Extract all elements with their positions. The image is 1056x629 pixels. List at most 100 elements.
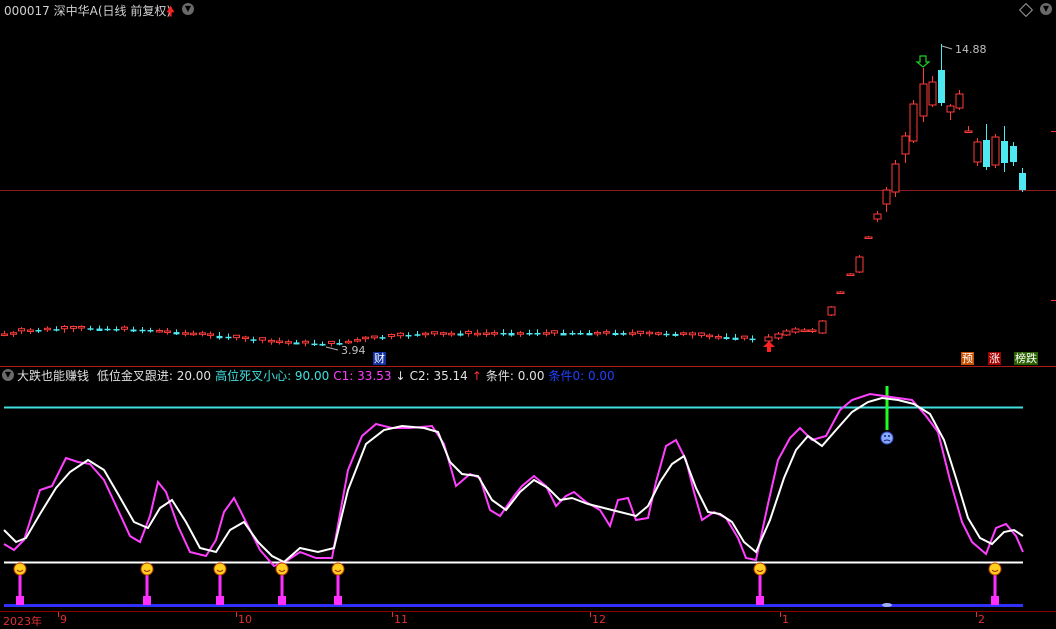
candle xyxy=(474,329,481,337)
candle xyxy=(534,329,541,337)
low-price-label: 3.94 xyxy=(341,344,366,357)
candle xyxy=(27,327,34,334)
smiley-signal-icon xyxy=(13,562,27,605)
candlestick-series xyxy=(1,44,1026,347)
candle xyxy=(723,333,730,340)
candle xyxy=(190,330,197,336)
date-tick xyxy=(780,612,781,617)
date-tick xyxy=(236,612,237,617)
smiley-signal-icon xyxy=(331,562,345,605)
candle xyxy=(586,329,593,336)
candle xyxy=(345,339,352,344)
candle xyxy=(302,339,309,347)
candle xyxy=(782,329,791,336)
finance-badge[interactable]: 财 xyxy=(373,352,386,365)
candle xyxy=(233,334,240,341)
candle xyxy=(791,327,800,334)
indicator-item-0: 低位金叉跟进: 20.00 xyxy=(96,369,212,383)
candle xyxy=(259,337,266,344)
candle xyxy=(225,333,232,340)
low-marker-line xyxy=(325,346,339,351)
candle xyxy=(44,326,51,332)
candle xyxy=(991,134,1000,168)
candle xyxy=(164,328,171,335)
candle xyxy=(276,337,283,345)
candle xyxy=(431,331,438,337)
candle xyxy=(414,330,421,337)
candle xyxy=(87,325,94,331)
indicator-header: ▼ 大跌也能赚钱 低位金叉跟进: 20.00 高位死叉小心: 90.00 C1: 3… xyxy=(0,366,1056,383)
candle xyxy=(388,333,395,340)
candle xyxy=(250,336,257,344)
indicator-item-4: C2: 35.14 xyxy=(409,369,468,383)
candle xyxy=(864,236,873,239)
date-axis: 2023年 9 10 11 12 1 2 xyxy=(0,611,1056,628)
candle xyxy=(774,332,783,340)
candle xyxy=(543,329,550,337)
candle xyxy=(891,160,900,197)
candle xyxy=(603,329,610,336)
candle xyxy=(491,330,498,337)
indicator-chevron-icon[interactable]: ▼ xyxy=(2,369,14,381)
candle xyxy=(311,339,318,347)
date-tick xyxy=(392,612,393,617)
candle xyxy=(130,326,137,332)
candle xyxy=(35,327,42,334)
year-label: 2023年 xyxy=(3,615,42,628)
candle xyxy=(61,324,68,333)
candle xyxy=(741,335,748,341)
candle xyxy=(216,332,223,340)
smiley-signal-icon xyxy=(140,562,154,605)
candle xyxy=(663,330,670,337)
date-label-1: 1 xyxy=(782,613,789,626)
candle xyxy=(637,330,644,337)
candle xyxy=(955,90,964,110)
candle xyxy=(96,325,103,331)
candle xyxy=(818,320,827,334)
stock-title: 000017 深中华A(日线 前复权) xyxy=(4,4,172,18)
candle xyxy=(10,331,17,338)
indicator-name[interactable]: 大跌也能赚钱 xyxy=(17,369,90,383)
candle xyxy=(207,331,214,339)
candle xyxy=(526,329,533,336)
sad-face-icon xyxy=(880,431,894,445)
candle xyxy=(182,329,189,337)
candle xyxy=(78,325,85,332)
candle xyxy=(285,339,292,346)
candle xyxy=(594,330,601,337)
forecast-badge[interactable]: 预 xyxy=(961,352,974,365)
candle xyxy=(336,339,343,346)
smiley-signal-icon xyxy=(275,562,289,605)
chevron-down-icon[interactable]: ▼ xyxy=(182,3,194,15)
indicator-item-5: ↑ xyxy=(471,369,482,383)
candle xyxy=(629,329,636,337)
candle xyxy=(113,326,120,332)
candle xyxy=(855,255,864,273)
menu-down-icon[interactable]: ▼ xyxy=(1040,3,1052,15)
candle xyxy=(268,338,275,345)
candle xyxy=(715,334,722,340)
date-label-11: 11 xyxy=(394,613,408,626)
candle xyxy=(646,330,653,337)
candle xyxy=(973,138,982,166)
rank-badge[interactable]: 榜跌 xyxy=(1014,352,1038,365)
sell-arrow-icon xyxy=(915,55,931,68)
candle xyxy=(405,332,412,339)
candle xyxy=(517,330,524,337)
c2-line xyxy=(3,396,1024,564)
candle xyxy=(104,326,111,332)
limit-up-badge[interactable]: 涨 xyxy=(988,352,1001,365)
candle xyxy=(1,330,8,337)
candle xyxy=(397,332,404,339)
candle xyxy=(1019,168,1026,192)
chart-canvas[interactable]: 14.88 3.94 xyxy=(0,0,1056,611)
smiley-signal-icon xyxy=(753,562,767,605)
candle xyxy=(706,333,713,340)
candle xyxy=(983,124,990,170)
candle xyxy=(121,325,128,332)
candle xyxy=(882,187,891,212)
candle xyxy=(938,44,945,106)
candle xyxy=(808,328,817,333)
candle xyxy=(379,334,386,340)
candle xyxy=(680,331,687,337)
